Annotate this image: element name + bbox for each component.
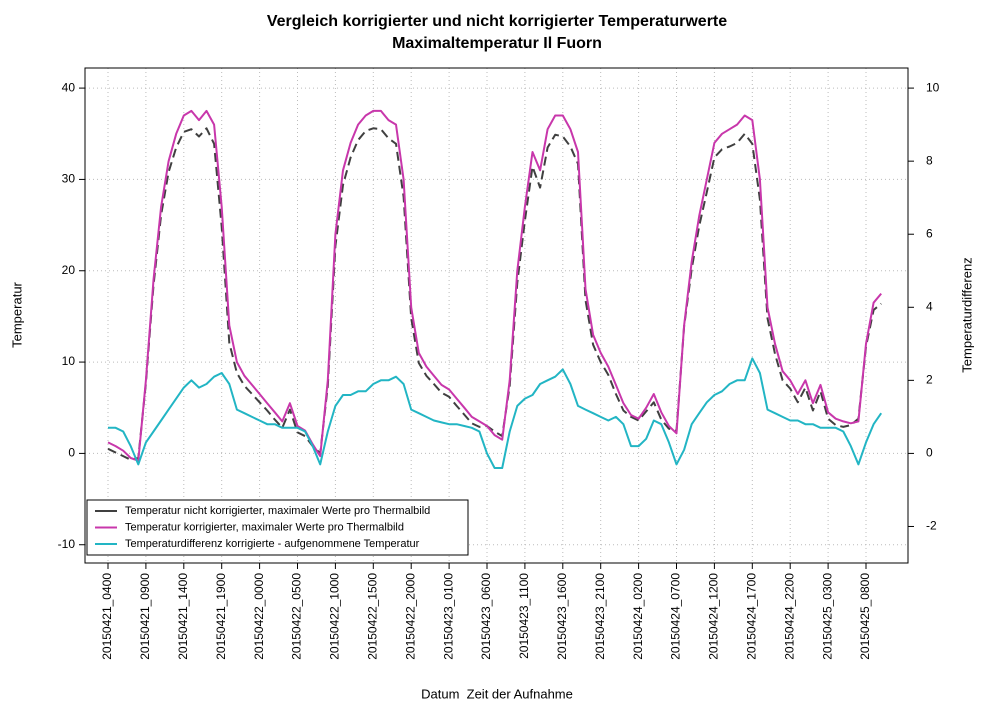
x-tick-label: 20150424_0700 [669,573,683,660]
y2-tick-label: 4 [926,299,933,313]
chart-title: Vergleich korrigierter und nicht korrigi… [267,13,727,30]
x-tick-label: 20150423_0100 [441,573,455,660]
x-tick-label: 20150422_0500 [290,573,304,660]
y2-tick-label: 10 [926,80,940,94]
plot-frame [84,67,909,564]
legend: Temperatur nicht korrigierter, maximaler… [86,499,469,556]
x-tick-label: 20150423_1100 [517,573,531,659]
y2-tick-label: 8 [926,153,933,167]
x-tick-label: 20150421_1400 [176,573,190,660]
x-tick-label: 20150424_2200 [782,573,796,660]
y-tick-label: 40 [62,80,76,94]
x-tick-label: 20150422_1500 [365,573,379,660]
x-tick-label: 20150423_1600 [555,573,569,660]
legend-label: Temperaturdifferenz korrigierte - aufgen… [125,538,420,550]
y2-tick-label: 0 [926,446,933,460]
y-tick-label: 20 [62,263,76,277]
y-tick-label: 30 [62,172,76,186]
x-tick-label: 20150424_1200 [707,573,721,660]
y2-tick-label: 6 [926,226,933,240]
y-tick-label: 0 [68,446,75,460]
x-tick-label: 20150424_0200 [631,573,645,660]
legend-label: Temperatur korrigierter, maximaler Werte… [125,521,404,533]
x-tick-label: 20150425_0300 [820,573,834,660]
x-tick-label: 20150421_1900 [214,573,228,660]
x-tick-label: 20150425_0800 [858,573,872,660]
x-tick-label: 20150422_2000 [403,573,417,660]
chart-subtitle: Maximaltemperatur Il Fuorn [392,35,602,52]
x-axis-title: Datum Zeit der Aufnahme [421,686,573,701]
y-axis-title: Temperatur [9,281,24,347]
x-tick-label: 20150423_0600 [479,573,493,660]
y2-tick-label: -2 [926,519,937,533]
y2-tick-label: 2 [926,373,933,387]
y-tick-label: -10 [58,537,76,551]
x-tick-label: 20150423_2100 [593,573,607,660]
x-tick-label: 20150421_0900 [138,573,152,660]
data-line [107,109,882,462]
y-tick-label: 10 [62,354,76,368]
x-tick-label: 20150422_1000 [328,573,342,660]
x-tick-label: 20150422_0000 [252,573,266,660]
legend-label: Temperatur nicht korrigierter, maximaler… [125,505,430,517]
x-tick-label: 20150421_0400 [100,573,114,660]
data-line [108,357,883,469]
y2-axis-title: Temperaturdifferenz [959,257,974,372]
data-line [107,127,882,461]
x-tick-label: 20150424_1700 [744,573,758,660]
legend-box [86,499,469,556]
